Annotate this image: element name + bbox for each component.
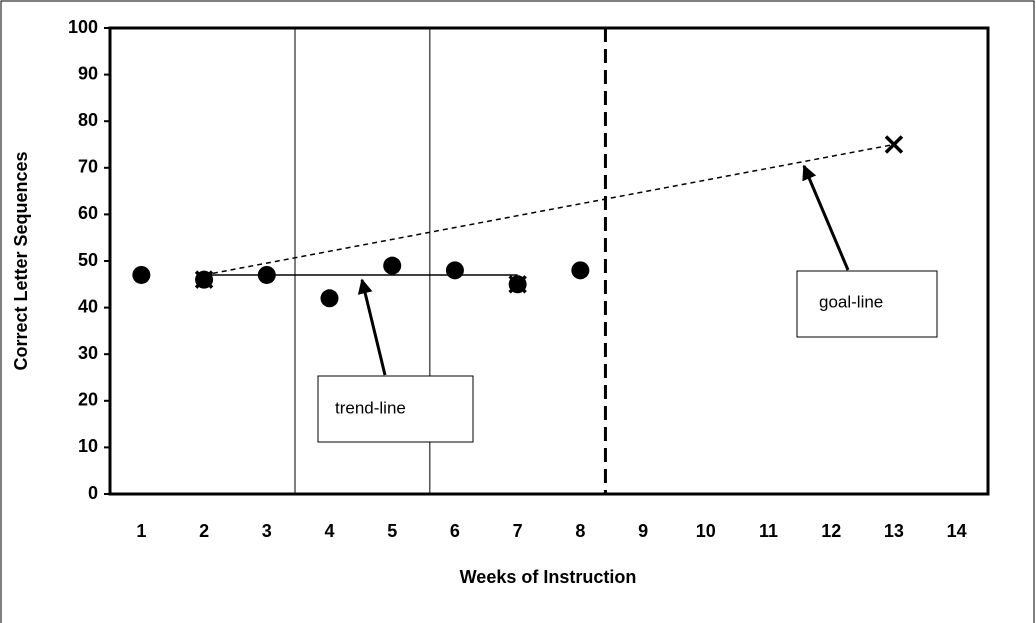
x-tick-label: 12 xyxy=(821,521,841,541)
y-tick-label: 30 xyxy=(78,343,98,363)
annotation-text: goal-line xyxy=(819,292,883,311)
x-tick-label: 9 xyxy=(638,521,648,541)
data-point xyxy=(445,261,464,280)
data-point xyxy=(132,265,151,284)
x-axis-label: Weeks of Instruction xyxy=(460,567,637,587)
annotation-arrow xyxy=(802,164,850,271)
annotation-arrow xyxy=(357,278,387,376)
x-tick-label: 8 xyxy=(575,521,585,541)
y-tick-label: 10 xyxy=(78,436,98,456)
goal-line xyxy=(203,143,895,276)
y-tick-label: 20 xyxy=(78,390,98,410)
x-tick-label: 1 xyxy=(136,521,146,541)
x-tick-label: 4 xyxy=(324,521,334,541)
x-tick-label: 5 xyxy=(387,521,397,541)
x-marker xyxy=(194,270,214,289)
x-marker xyxy=(884,135,904,154)
y-tick-label: 0 xyxy=(88,483,98,503)
y-tick-label: 60 xyxy=(78,203,98,223)
x-marker xyxy=(508,275,527,294)
x-tick-label: 10 xyxy=(696,521,716,541)
plot-area xyxy=(108,26,990,496)
data-point xyxy=(383,256,402,275)
data-point xyxy=(571,261,590,280)
data-point xyxy=(257,265,276,284)
x-tick-label: 14 xyxy=(947,521,967,541)
annotation-text: trend-line xyxy=(335,398,406,417)
y-axis-label: Correct Letter Sequences xyxy=(11,151,31,370)
y-tick-label: 80 xyxy=(78,110,98,130)
x-tick-label: 2 xyxy=(199,521,209,541)
x-tick-label: 6 xyxy=(450,521,460,541)
x-tick-label: 7 xyxy=(513,521,523,541)
data-point xyxy=(320,289,339,308)
y-tick-label: 90 xyxy=(78,63,98,83)
x-tick-label: 3 xyxy=(262,521,272,541)
y-tick-label: 40 xyxy=(78,296,98,316)
x-tick-label: 13 xyxy=(884,521,904,541)
annotation-box xyxy=(796,270,938,338)
annotation-box xyxy=(317,375,474,443)
y-tick-label: 70 xyxy=(78,157,98,177)
x-tick-label: 11 xyxy=(759,521,778,541)
y-tick-label: 50 xyxy=(78,250,98,270)
y-tick-label: 100 xyxy=(68,17,98,37)
